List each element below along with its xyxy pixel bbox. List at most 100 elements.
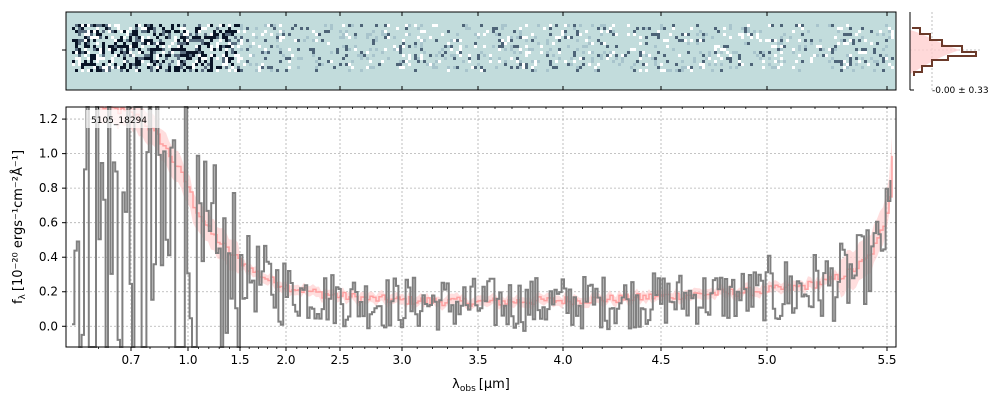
spectrum-2d-pixel <box>696 33 699 36</box>
spectrum-2d-pixel <box>228 57 231 60</box>
spectrum-2d-pixel <box>132 42 135 45</box>
spectrum-2d-pixel <box>861 66 864 69</box>
spectrum-2d-pixel <box>606 30 609 33</box>
spectrum-2d-pixel <box>633 33 636 36</box>
spectrum-2d-pixel <box>885 24 888 27</box>
spectrum-2d-pixel <box>504 24 507 27</box>
spectrum-2d-pixel <box>201 63 204 66</box>
spectrum-2d-pixel <box>555 24 558 27</box>
spectrum-2d-pixel <box>381 60 384 63</box>
spectrum-2d-pixel <box>522 66 525 69</box>
spectrum-2d-pixel <box>819 48 822 51</box>
spectrum-2d-pixel <box>87 24 90 27</box>
spectrum-2d-pixel <box>627 51 630 54</box>
spectrum-2d-pixel <box>105 36 108 39</box>
spectrum-2d-pixel <box>525 66 528 69</box>
spectrum-2d-pixel <box>336 51 339 54</box>
spectrum-2d-pixel <box>576 39 579 42</box>
spectrum-2d-pixel <box>552 66 555 69</box>
spectrum-2d-pixel <box>126 45 129 48</box>
spectrum-2d-pixel <box>222 36 225 39</box>
spectrum-2d-pixel <box>99 51 102 54</box>
spectrum-2d-pixel <box>855 63 858 66</box>
spectrum-2d-pixel <box>264 30 267 33</box>
spectrum-2d-pixel <box>585 30 588 33</box>
spectrum-2d-pixel <box>531 39 534 42</box>
spectrum-2d-pixel <box>717 45 720 48</box>
x-tick-label: 5.0 <box>757 353 776 367</box>
spectrum-2d-pixel <box>276 36 279 39</box>
spectrum-2d-pixel <box>156 54 159 57</box>
spectrum-2d-pixel <box>456 51 459 54</box>
spectrum-2d-pixel <box>429 36 432 39</box>
spectrum-2d-pixel <box>228 27 231 30</box>
spectrum-2d-pixel <box>210 36 213 39</box>
spectrum-2d-pixel <box>570 63 573 66</box>
spectrum-2d-pixel <box>156 66 159 69</box>
spectrum-2d-pixel <box>132 33 135 36</box>
spectrum-2d-pixel <box>729 66 732 69</box>
spectrum-2d-pixel <box>231 45 234 48</box>
spectrum-2d-pixel <box>87 57 90 60</box>
spectrum-2d-pixel <box>549 33 552 36</box>
spectrum-2d-pixel <box>558 39 561 42</box>
spectrum-2d-pixel <box>102 45 105 48</box>
spectrum-2d-pixel <box>447 45 450 48</box>
x-axis-ticks: 0.7 1.0 1.5 2.0 2.5 3.0 3.5 4.0 4.5 5.0 5.5 <box>98 107 897 367</box>
spectrum-2d-pixel <box>144 42 147 45</box>
spectrum-2d-pixel <box>222 33 225 36</box>
spectrum-2d-pixel <box>747 42 750 45</box>
spectrum-2d-pixel <box>636 27 639 30</box>
spectrum-2d-pixel <box>444 57 447 60</box>
spectrum-2d-pixel <box>312 54 315 57</box>
spectrum-2d-pixel <box>771 24 774 27</box>
spectrum-2d-pixel <box>888 63 891 66</box>
spectrum-2d-pixel <box>456 33 459 36</box>
spectrum-2d-pixel <box>672 24 675 27</box>
spectrum-2d-pixel <box>102 63 105 66</box>
spectrum-2d-pixel <box>510 66 513 69</box>
spectrum-2d-pixel <box>774 39 777 42</box>
y-tick-label: 1.2 <box>39 112 58 126</box>
spectrum-2d-pixel <box>549 48 552 51</box>
spectrum-2d-pixel <box>351 60 354 63</box>
spectrum-2d-pixel <box>315 69 318 72</box>
spectrum-2d-pixel <box>609 27 612 30</box>
spectrum-2d-pixel <box>225 60 228 63</box>
spectrum-2d-pixel <box>414 24 417 27</box>
spectrum-2d-pixel <box>387 33 390 36</box>
spectrum-2d-pixel <box>87 39 90 42</box>
spectrum-2d-pixel <box>582 63 585 66</box>
spectrum-2d-pixel <box>582 51 585 54</box>
spectrum-2d-pixel <box>225 66 228 69</box>
spectrum-2d-pixel <box>183 36 186 39</box>
spectrum-2d-pixel <box>549 63 552 66</box>
spectrum-2d-pixel <box>495 33 498 36</box>
spectrum-2d-pixel <box>177 60 180 63</box>
spectrum-2d-pixel <box>771 66 774 69</box>
spectrum-2d-pixel <box>339 63 342 66</box>
spectrum-2d-pixel <box>801 33 804 36</box>
spectrum-2d-pixel <box>732 51 735 54</box>
spectrum-2d-pixel <box>96 27 99 30</box>
spectrum-2d-pixel <box>597 69 600 72</box>
spectrum-2d-pixel <box>183 39 186 42</box>
spectrum-2d-pixel <box>261 33 264 36</box>
spectrum-2d-pixel <box>228 24 231 27</box>
spectrum-2d-pixel <box>369 60 372 63</box>
spectrum-2d-pixel <box>534 36 537 39</box>
spectrum-2d-pixel <box>252 42 255 45</box>
spectrum-2d-pixel <box>879 54 882 57</box>
spectrum-2d-pixel <box>780 57 783 60</box>
spectrum-2d-pixel <box>630 48 633 51</box>
spectrum-2d-pixel <box>180 51 183 54</box>
spectrum-2d-pixel <box>621 57 624 60</box>
spectrum-2d-pixel <box>147 63 150 66</box>
spectrum-2d-pixel <box>780 39 783 42</box>
spectrum-2d-pixel <box>774 60 777 63</box>
spectrum-2d-pixel <box>438 51 441 54</box>
spectrum-2d-pixel <box>186 30 189 33</box>
spectrum-2d-pixel <box>180 45 183 48</box>
spectrum-2d-pixel <box>720 57 723 60</box>
spectrum-2d-pixel <box>573 24 576 27</box>
